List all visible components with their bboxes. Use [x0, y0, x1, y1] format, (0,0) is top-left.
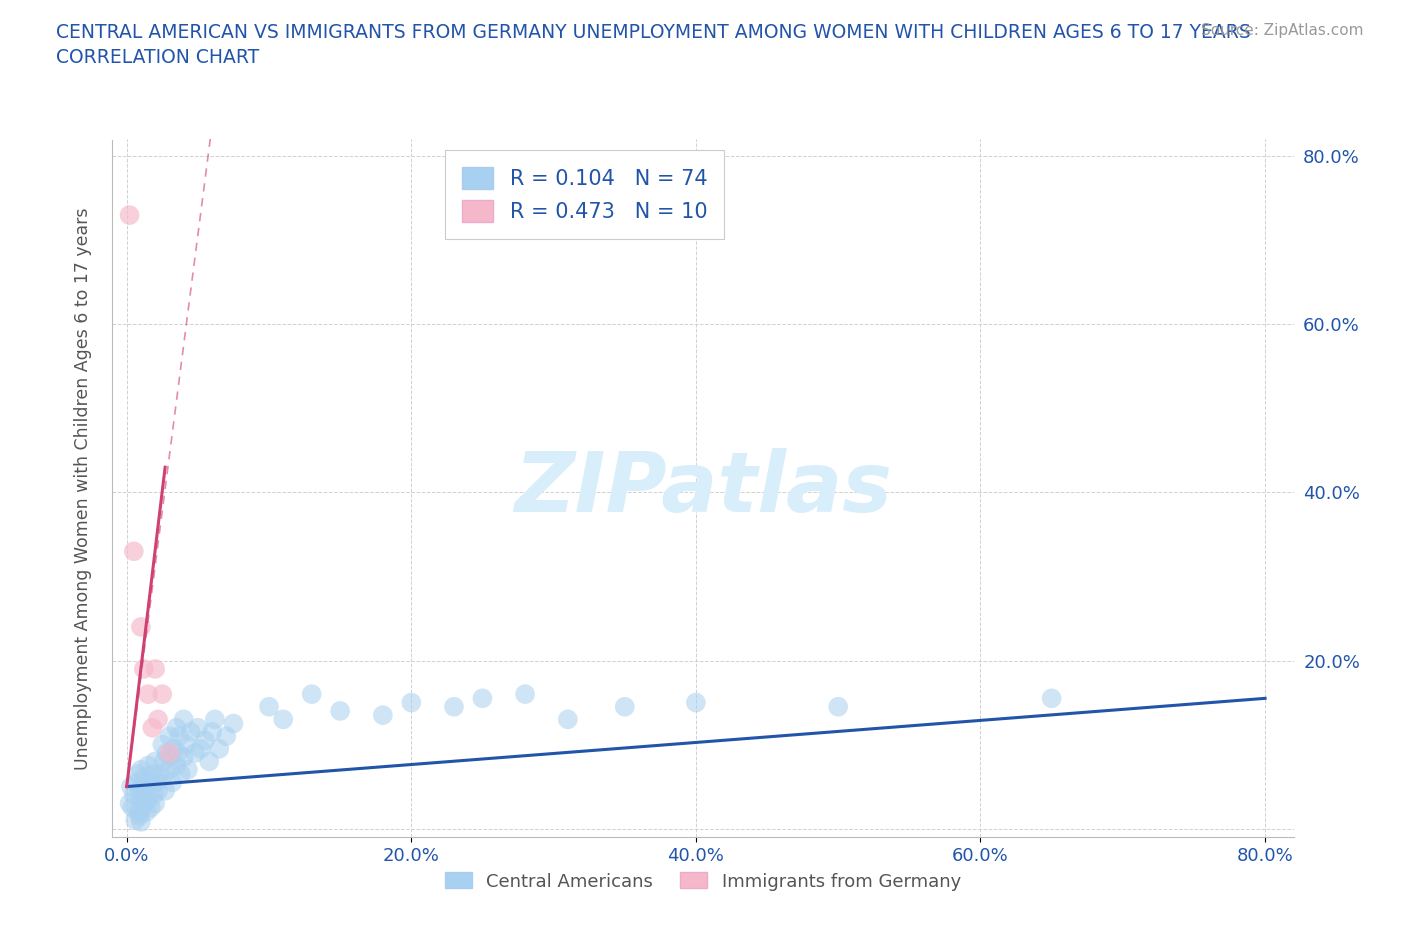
Point [827, 699, 849, 714]
Point [685, 695, 707, 710]
Point [150, 686, 173, 701]
Point [150, 737, 173, 752]
Point [145, 775, 167, 790]
Point [118, 207, 141, 222]
Point [128, 808, 150, 823]
Text: ZIPatlas: ZIPatlas [515, 447, 891, 529]
Point [153, 783, 176, 798]
Point [129, 619, 152, 634]
Point [1040, 691, 1063, 706]
Point [128, 783, 150, 798]
Point [132, 796, 155, 811]
Point [215, 729, 238, 744]
Point [155, 746, 177, 761]
Point [157, 763, 180, 777]
Point [167, 746, 190, 761]
Point [143, 661, 166, 676]
Point [143, 796, 166, 811]
Point [143, 754, 166, 769]
Point [190, 741, 212, 756]
Point [184, 746, 207, 761]
Point [152, 754, 174, 769]
Point [208, 741, 231, 756]
Point [136, 758, 159, 773]
Point [180, 724, 202, 739]
Point [142, 788, 165, 803]
Text: Source: ZipAtlas.com: Source: ZipAtlas.com [1201, 23, 1364, 38]
Point [194, 733, 217, 748]
Point [134, 783, 156, 798]
Point [222, 716, 245, 731]
Point [204, 711, 226, 726]
Point [177, 763, 200, 777]
Point [198, 754, 221, 769]
Point [129, 791, 152, 806]
Point [138, 775, 160, 790]
Point [557, 711, 579, 726]
Point [135, 804, 157, 819]
Point [176, 737, 198, 752]
Point [129, 815, 152, 830]
Point [271, 711, 294, 726]
Point [201, 724, 224, 739]
Point [139, 800, 162, 815]
Point [148, 766, 170, 781]
Point [166, 721, 188, 736]
Point [118, 796, 141, 811]
Text: CENTRAL AMERICAN VS IMMIGRANTS FROM GERMANY UNEMPLOYMENT AMONG WOMEN WITH CHILDR: CENTRAL AMERICAN VS IMMIGRANTS FROM GERM… [56, 23, 1251, 42]
Point [329, 703, 352, 718]
Point [170, 766, 193, 781]
Point [471, 691, 494, 706]
Point [613, 699, 636, 714]
Legend: Central Americans, Immigrants from Germany: Central Americans, Immigrants from Germa… [437, 865, 969, 897]
Point [159, 750, 181, 764]
Point [136, 686, 159, 701]
Point [124, 813, 146, 828]
Point [146, 711, 169, 726]
Point [301, 686, 323, 701]
Point [125, 775, 148, 790]
Point [157, 729, 180, 744]
Point [157, 746, 180, 761]
Point [136, 791, 159, 806]
Point [129, 763, 152, 777]
Point [162, 775, 184, 790]
Point [131, 779, 153, 794]
Point [132, 771, 155, 786]
Point [141, 721, 163, 736]
Point [173, 711, 195, 726]
Point [120, 779, 142, 794]
Point [187, 721, 209, 736]
Point [371, 708, 394, 723]
Point [121, 800, 143, 815]
Point [127, 766, 149, 781]
Text: CORRELATION CHART: CORRELATION CHART [56, 48, 260, 67]
Point [166, 758, 188, 773]
Point [122, 544, 145, 559]
Point [443, 699, 465, 714]
Point [122, 788, 145, 803]
Point [257, 699, 280, 714]
Point [401, 695, 423, 710]
Point [132, 661, 155, 676]
Point [173, 750, 195, 764]
Point [131, 800, 153, 815]
Point [146, 783, 169, 798]
Point [141, 766, 163, 781]
Point [163, 741, 186, 756]
Y-axis label: Unemployment Among Women with Children Ages 6 to 17 years: Unemployment Among Women with Children A… [73, 207, 91, 769]
Point [513, 686, 536, 701]
Point [127, 804, 149, 819]
Point [150, 771, 173, 786]
Point [169, 729, 191, 744]
